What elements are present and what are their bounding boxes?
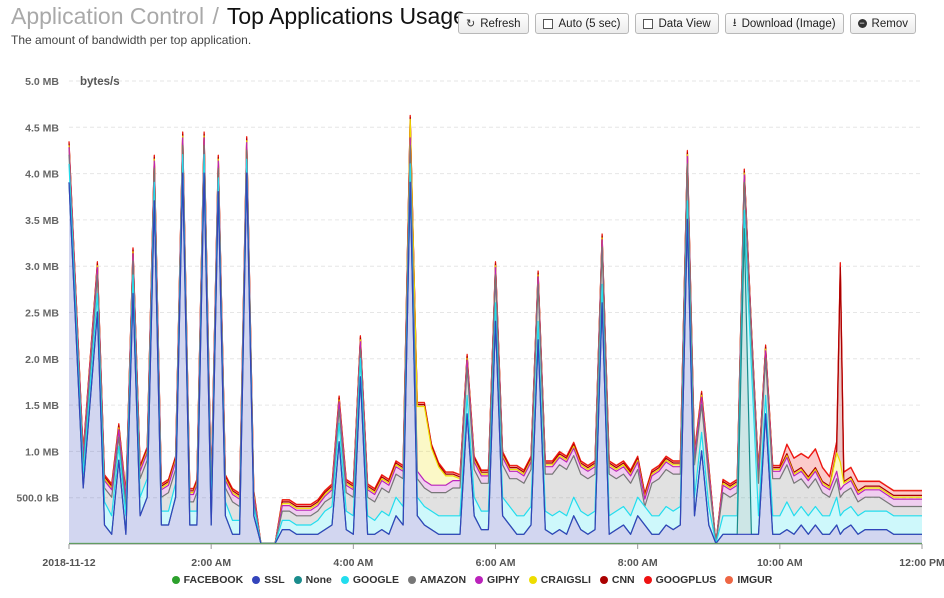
legend-label: None (305, 574, 332, 586)
data-view-toggle[interactable]: Data View (634, 13, 719, 34)
y-tick-label: 5.0 MB (25, 76, 59, 88)
legend-swatch (599, 576, 608, 584)
bandwidth-area-chart: 500.0 kB 1.0 MB 1.5 MB 2.0 MB 2.5 MB 3.0 MB 3.… (16, 76, 944, 569)
y-axis-label: bytes/s (80, 76, 120, 88)
legend-swatch (643, 576, 652, 584)
legend-item-google[interactable]: GOOGLE (340, 574, 399, 586)
legend-label: AMAZON (419, 574, 467, 586)
legend-item-giphy[interactable]: GIPHY (475, 574, 520, 586)
y-tick-label: 1.0 MB (25, 446, 59, 458)
checkbox-icon (542, 18, 553, 29)
x-tick-label: 8:00 AM (618, 557, 658, 569)
y-tick-label: 2.0 MB (25, 354, 59, 366)
remove-icon: − (857, 18, 867, 28)
legend-label: CRAIGSLI (540, 574, 591, 586)
legend-item-googplus[interactable]: GOOGPLUS (643, 574, 717, 586)
download-image-button[interactable]: ⭳ Download (Image) (724, 13, 844, 34)
legend-swatch (293, 576, 302, 584)
checkbox-icon (642, 18, 653, 29)
y-tick-label: 500.0 kB (16, 493, 59, 505)
breadcrumb-separator: / (212, 3, 219, 29)
legend-label: CNN (611, 574, 635, 586)
x-tick-label: 2018-11-12 (42, 557, 95, 569)
legend-swatch (528, 576, 537, 584)
download-label: Download (Image) (741, 17, 836, 30)
legend-item-amazon[interactable]: AMAZON (407, 574, 467, 586)
page-subtitle: The amount of bandwidth per top applicat… (11, 33, 252, 47)
y-tick-label: 3.5 MB (25, 215, 59, 227)
y-tick-label: 4.5 MB (25, 122, 59, 134)
page-title: Application Control / Top Applications U… (11, 3, 466, 30)
refresh-icon: ↻ (466, 18, 476, 30)
legend-swatch (407, 576, 416, 584)
y-tick-label: 1.5 MB (25, 400, 59, 412)
auto-refresh-label: Auto (5 sec) (558, 17, 621, 30)
series-line-amazon (68, 144, 922, 545)
download-icon: ⭳ (732, 17, 737, 29)
refresh-button[interactable]: ↻ Refresh (458, 13, 529, 34)
legend-item-craigsli[interactable]: CRAIGSLI (528, 574, 591, 586)
legend-item-ssl[interactable]: SSL (252, 574, 285, 586)
legend-item-facebook[interactable]: FACEBOOK (171, 574, 244, 586)
auto-refresh-toggle[interactable]: Auto (5 sec) (534, 13, 629, 34)
page-heading: Top Applications Usage (226, 3, 466, 29)
legend-label: IMGUR (737, 574, 773, 586)
breadcrumb-application-control[interactable]: Application Control (11, 3, 205, 29)
x-tick-label: 12:00 PM (899, 557, 944, 569)
legend-swatch (475, 576, 484, 584)
legend-swatch (725, 576, 734, 584)
x-tick-label: 2:00 AM (191, 557, 231, 569)
legend-label: GOOGPLUS (655, 574, 717, 586)
y-tick-label: 4.0 MB (25, 169, 59, 181)
legend-swatch (252, 576, 261, 584)
x-tick-label: 6:00 AM (476, 557, 516, 569)
y-tick-label: 2.5 MB (25, 308, 59, 320)
toolbar: ↻ Refresh Auto (5 sec) Data View ⭳ Downl… (458, 13, 916, 34)
legend-label: SSL (264, 574, 285, 586)
legend-swatch (171, 576, 180, 584)
series-area-ssl (69, 173, 922, 544)
y-tick-label: 3.0 MB (25, 261, 59, 273)
x-tick-label: 4:00 AM (333, 557, 373, 569)
legend-label: GOOGLE (352, 574, 399, 586)
remove-label: Remov (871, 17, 908, 30)
data-view-label: Data View (658, 17, 711, 30)
series-line-google (68, 154, 922, 545)
legend-label: FACEBOOK (183, 574, 244, 586)
remove-button[interactable]: − Remov (849, 13, 916, 34)
legend-label: GIPHY (487, 574, 520, 586)
legend-item-cnn[interactable]: CNN (599, 574, 635, 586)
legend-swatch (340, 576, 349, 584)
x-tick-label: 10:00 AM (757, 557, 803, 569)
chart-legend: FACEBOOK SSL None GOOGLE AMAZON GIPHY CRAIGSLI… (0, 574, 944, 586)
legend-item-imgur[interactable]: IMGUR (725, 574, 772, 586)
legend-item-none[interactable]: None (293, 574, 332, 586)
series-line-ssl (68, 172, 922, 545)
refresh-label: Refresh (480, 17, 521, 30)
